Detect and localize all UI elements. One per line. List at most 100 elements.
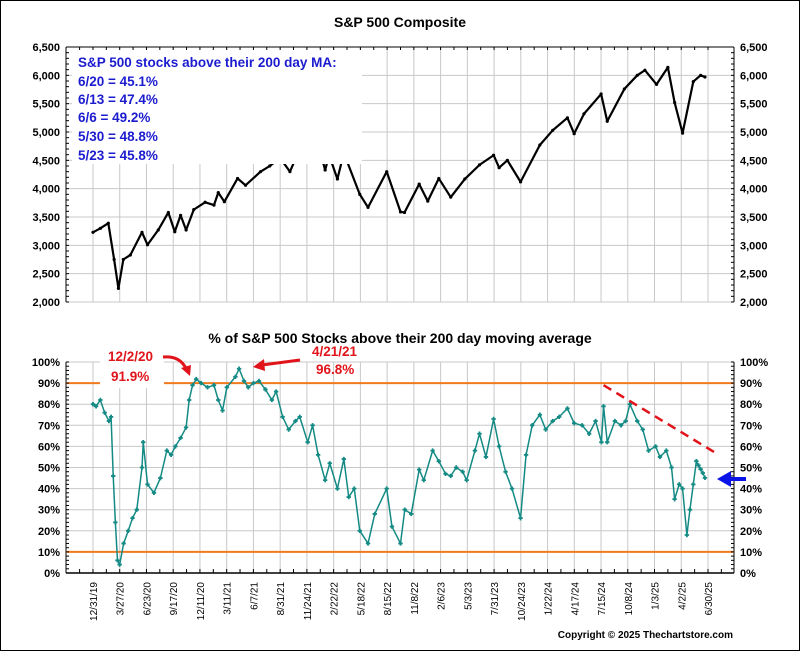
breadth-point	[178, 435, 183, 441]
bottom-title-background	[245, 328, 600, 348]
breadth-point	[657, 454, 663, 460]
breadth-point	[635, 418, 640, 424]
breadth-point	[93, 404, 99, 409]
breadth-point	[352, 486, 357, 491]
price-point	[654, 82, 659, 86]
y-tick-label: 20%	[38, 526, 60, 538]
x-tick-label: 8/15/22	[383, 582, 394, 616]
price-point	[680, 131, 685, 135]
x-tick-label: 7/15/24	[597, 582, 608, 616]
breadth-point	[623, 418, 628, 424]
breadth-point	[168, 452, 174, 458]
breadth-point	[194, 376, 199, 382]
breadth-point	[537, 412, 543, 417]
x-tick-label: 4/17/24	[570, 582, 581, 616]
breadth-point	[305, 439, 310, 445]
breadth-point	[335, 486, 340, 491]
breadth-point	[372, 511, 377, 517]
y-tick-label: 10%	[38, 547, 60, 559]
top-chart-y-axis-right: 2,000 2,500 3,000 3,500 4,000 4,500 5,000 5,500…	[731, 42, 768, 309]
breadth-point	[389, 524, 395, 529]
y-tick-label: 4,500	[32, 155, 60, 167]
price-point	[166, 210, 170, 215]
breadth-point	[571, 420, 577, 426]
price-point	[622, 87, 626, 91]
price-point	[268, 164, 272, 168]
price-point	[366, 205, 370, 209]
price-point	[222, 200, 226, 204]
breadth-point	[691, 482, 696, 487]
breadth-point	[198, 380, 204, 386]
y-tick-label: 6,500	[32, 42, 60, 54]
breadth-point	[664, 448, 669, 453]
breadth-point	[402, 507, 407, 512]
y-tick-label: 50%	[740, 463, 762, 475]
breadth-point	[672, 496, 677, 502]
breadth-point	[448, 473, 453, 479]
y-tick-label: 6,000	[740, 70, 768, 82]
bottom-chart-x-axis: 12/31/19 3/27/20 6/23/20 9/17/20 12/11/20 3/1…	[89, 582, 715, 621]
y-tick-label: 3,500	[32, 212, 60, 224]
y-tick-label: 10%	[740, 547, 762, 559]
breadth-point	[464, 477, 469, 483]
price-point	[258, 170, 263, 174]
y-tick-label: 40%	[740, 484, 762, 496]
breadth-point	[183, 425, 189, 430]
y-tick-label: 70%	[38, 420, 60, 432]
breadth-point	[593, 418, 598, 424]
y-tick-label: 5,000	[32, 127, 60, 139]
breadth-point	[483, 454, 489, 460]
y-tick-label: 4,000	[740, 184, 768, 196]
y-tick-label: 80%	[38, 399, 60, 411]
breadth-point	[327, 461, 332, 466]
x-tick-label: 3/27/20	[116, 582, 127, 616]
breadth-point	[687, 507, 693, 512]
y-tick-label: 3,000	[32, 240, 60, 252]
price-point	[178, 213, 183, 217]
breadth-point	[384, 486, 389, 491]
breadth-point	[556, 414, 562, 420]
price-point	[398, 210, 403, 214]
x-tick-label: 2/22/22	[330, 582, 341, 616]
annotation-heading: S&P 500 stocks above their 200 day MA:	[78, 55, 337, 70]
breadth-point	[108, 414, 114, 420]
x-tick-label: 2/6/23	[437, 582, 448, 610]
bottom-chart-y-axis-left: 0% 10% 20% 30% 40% 50% 60% 70% 80% 90% 100%	[32, 357, 69, 580]
breadth-point	[145, 482, 150, 487]
breadth-point	[421, 477, 426, 483]
y-tick-label: 2,000	[740, 297, 768, 309]
price-point	[505, 158, 509, 162]
arrow-head-icon	[181, 365, 191, 376]
y-tick-label: 5,500	[740, 99, 768, 111]
price-point	[156, 228, 160, 232]
top-chart-title: S&P 500 Composite	[334, 14, 466, 30]
price-point	[106, 221, 110, 225]
breadth-point	[286, 427, 291, 432]
price-point	[497, 166, 501, 170]
price-point	[673, 100, 677, 105]
current-value-arrow	[717, 471, 746, 487]
annotation-background	[72, 50, 362, 164]
breadth-point	[509, 486, 515, 491]
breadth-point	[430, 448, 435, 453]
breadth-point	[677, 482, 682, 487]
breadth-point	[106, 418, 112, 424]
price-point	[582, 112, 586, 116]
annotation-line: 6/6 = 49.2%	[78, 110, 150, 125]
x-tick-label: 5/18/22	[356, 582, 367, 616]
breadth-point	[151, 490, 157, 496]
breadth-chart: 0% 10% 20% 30% 40% 50% 60% 70% 80% 90% 100% 0% 10% 2…	[32, 328, 768, 621]
price-point	[335, 177, 340, 181]
arrow-left-icon	[717, 471, 731, 487]
y-tick-label: 20%	[740, 526, 762, 538]
breadth-point	[436, 458, 441, 464]
breadth-point	[503, 469, 508, 474]
y-tick-label: 80%	[740, 399, 762, 411]
price-point	[235, 176, 240, 181]
breadth-point	[586, 431, 592, 436]
price-point	[145, 243, 150, 247]
breadth-point	[443, 471, 448, 477]
y-tick-label: 30%	[38, 505, 60, 517]
price-point	[666, 65, 670, 69]
breadth-point	[164, 448, 170, 453]
